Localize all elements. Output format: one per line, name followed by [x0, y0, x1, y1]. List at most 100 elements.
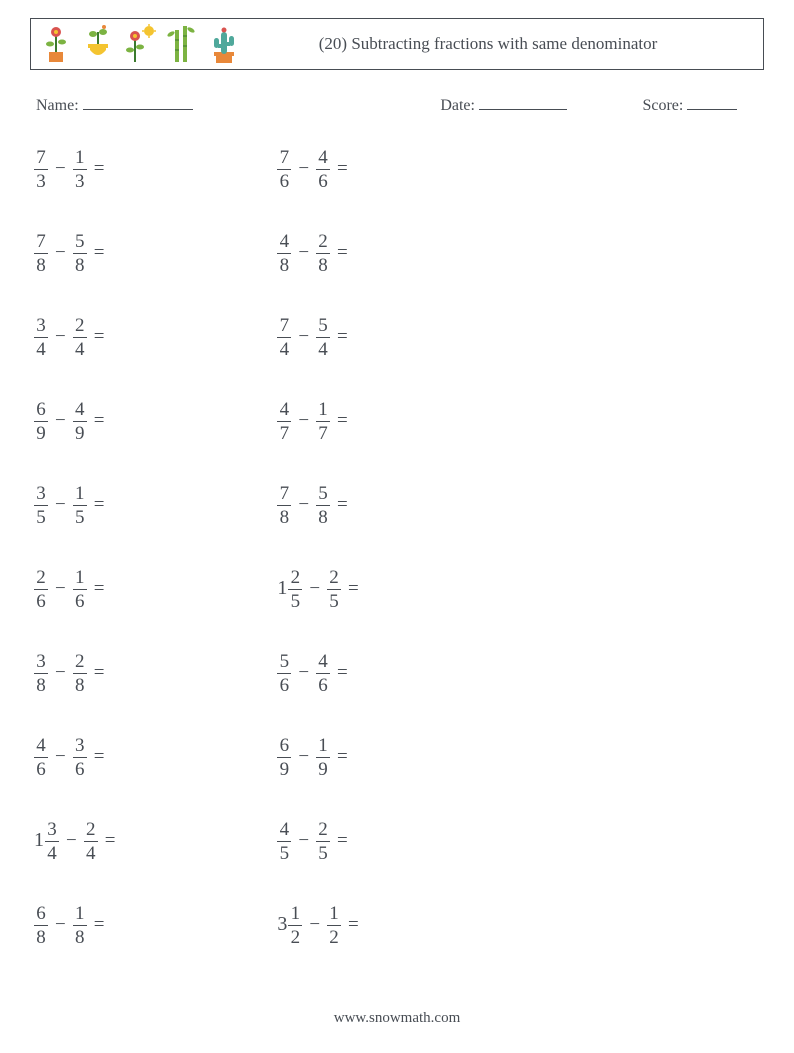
whole-number: 3 — [277, 913, 288, 935]
denominator: 6 — [75, 758, 85, 779]
numerator: 1 — [329, 904, 339, 925]
fraction: 46 — [316, 148, 330, 191]
numerator: 4 — [280, 232, 290, 253]
fraction: 12 — [327, 904, 341, 947]
minus-operator: − — [48, 158, 73, 180]
cactus-icon — [207, 24, 241, 64]
denominator: 8 — [36, 254, 46, 275]
date-blank[interactable] — [479, 94, 567, 110]
equals-sign: = — [87, 914, 105, 936]
header-box: (20) Subtracting fractions with same den… — [30, 18, 764, 70]
problem: 73−13= — [34, 145, 277, 193]
denominator: 8 — [75, 926, 85, 947]
numerator: 1 — [291, 904, 301, 925]
problem — [521, 565, 764, 613]
denominator: 6 — [75, 590, 85, 611]
denominator: 4 — [86, 842, 96, 863]
fraction: 25 — [288, 568, 302, 611]
problem: 47−17= — [277, 397, 520, 445]
numerator: 5 — [318, 484, 328, 505]
denominator: 5 — [329, 590, 339, 611]
numerator: 7 — [280, 484, 290, 505]
numerator: 2 — [329, 568, 339, 589]
fraction: 46 — [34, 736, 48, 779]
problem — [521, 649, 764, 697]
equals-sign: = — [87, 326, 105, 348]
minus-operator: − — [302, 914, 327, 936]
denominator: 4 — [47, 842, 57, 863]
minus-operator: − — [291, 242, 316, 264]
numerator: 2 — [318, 820, 328, 841]
numerator: 5 — [318, 316, 328, 337]
problem — [521, 901, 764, 949]
problem — [521, 481, 764, 529]
fraction: 69 — [34, 400, 48, 443]
problem: 69−19= — [277, 733, 520, 781]
fraction: 54 — [316, 316, 330, 359]
minus-operator: − — [48, 578, 73, 600]
fraction: 78 — [34, 232, 48, 275]
denominator: 7 — [280, 422, 290, 443]
problem: 68−18= — [34, 901, 277, 949]
denominator: 4 — [75, 338, 85, 359]
denominator: 8 — [36, 926, 46, 947]
equals-sign: = — [330, 242, 348, 264]
equals-sign: = — [87, 242, 105, 264]
numerator: 2 — [318, 232, 328, 253]
equals-sign: = — [87, 662, 105, 684]
numerator: 7 — [280, 148, 290, 169]
fraction: 34 — [45, 820, 59, 863]
score-blank[interactable] — [687, 94, 737, 110]
equals-sign: = — [330, 158, 348, 180]
fraction: 25 — [327, 568, 341, 611]
numerator: 4 — [75, 400, 85, 421]
numerator: 2 — [75, 652, 85, 673]
info-row: Name: Date: Score: — [30, 94, 764, 115]
numerator: 1 — [318, 400, 328, 421]
minus-operator: − — [48, 326, 73, 348]
equals-sign: = — [98, 830, 116, 852]
whole-number: 1 — [277, 577, 288, 599]
fraction: 17 — [316, 400, 330, 443]
date-label: Date: — [440, 97, 475, 114]
problem: 78−58= — [277, 481, 520, 529]
denominator: 5 — [280, 842, 290, 863]
minus-operator: − — [48, 410, 73, 432]
denominator: 3 — [75, 170, 85, 191]
minus-operator: − — [291, 158, 316, 180]
numerator: 1 — [75, 568, 85, 589]
numerator: 1 — [75, 484, 85, 505]
numerator: 2 — [75, 316, 85, 337]
problem — [521, 145, 764, 193]
problem: 34−24= — [34, 313, 277, 361]
minus-operator: − — [48, 746, 73, 768]
whole-number: 1 — [34, 829, 45, 851]
numerator: 2 — [291, 568, 301, 589]
problem — [521, 817, 764, 865]
numerator: 2 — [86, 820, 96, 841]
problem: 45−25= — [277, 817, 520, 865]
fraction: 45 — [277, 820, 291, 863]
denominator: 8 — [75, 674, 85, 695]
equals-sign: = — [341, 578, 359, 600]
name-blank[interactable] — [83, 94, 193, 110]
fraction: 58 — [316, 484, 330, 527]
numerator: 1 — [75, 148, 85, 169]
denominator: 2 — [329, 926, 339, 947]
numerator: 6 — [280, 736, 290, 757]
sunflower-icon — [123, 24, 157, 64]
numerator: 3 — [47, 820, 57, 841]
fraction: 49 — [73, 400, 87, 443]
minus-operator: − — [291, 662, 316, 684]
equals-sign: = — [341, 914, 359, 936]
fraction: 78 — [277, 484, 291, 527]
denominator: 9 — [280, 758, 290, 779]
fraction: 46 — [316, 652, 330, 695]
fraction: 24 — [73, 316, 87, 359]
minus-operator: − — [291, 746, 316, 768]
header-icons — [39, 24, 241, 64]
equals-sign: = — [87, 158, 105, 180]
denominator: 8 — [36, 674, 46, 695]
denominator: 8 — [75, 254, 85, 275]
problem: 78−58= — [34, 229, 277, 277]
